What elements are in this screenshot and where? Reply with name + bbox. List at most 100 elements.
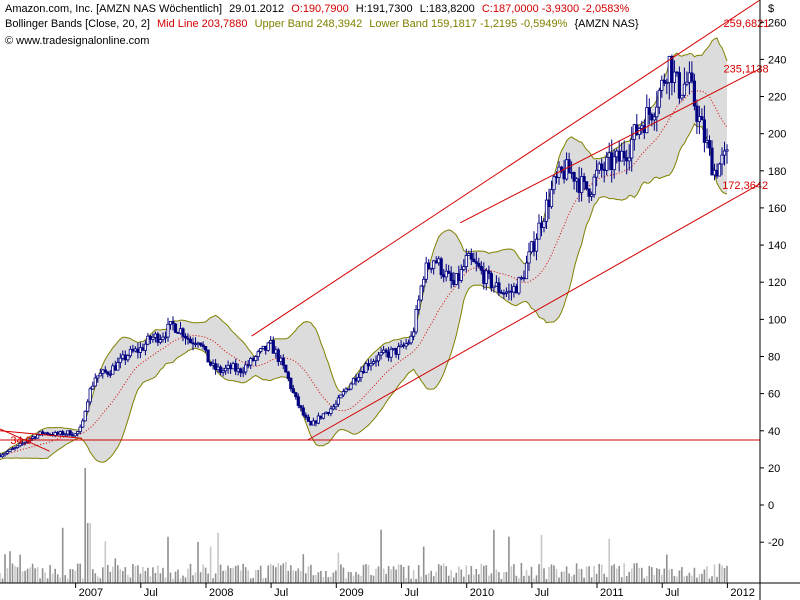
volume-bar <box>194 572 197 583</box>
volume-bar <box>641 567 643 583</box>
candle-body <box>590 194 594 197</box>
volume-bar <box>513 564 515 583</box>
x-tick-label: Jul <box>274 587 288 599</box>
header-watermark: © www.tradesignalonline.com <box>5 35 149 47</box>
volume-bar <box>31 563 34 583</box>
candle-body <box>161 336 165 341</box>
volume-bar <box>427 573 430 583</box>
candle-body <box>700 116 704 121</box>
candle-body <box>517 277 521 294</box>
candle-body <box>585 181 589 190</box>
candle-body <box>71 434 75 437</box>
candle-body <box>198 342 203 346</box>
candle-body <box>384 349 388 353</box>
header-mid-line: Mid Line 203,7880 <box>157 18 248 30</box>
candle-body <box>133 348 137 352</box>
volume-bar <box>292 570 295 583</box>
volume-bar <box>555 568 558 583</box>
volume-bar <box>653 575 656 583</box>
volume-bar <box>300 571 302 583</box>
level-label: 259,6821 <box>724 18 770 30</box>
volume-bar <box>89 523 91 583</box>
volume-bar <box>41 568 44 583</box>
volume-bar <box>99 578 102 583</box>
volume-bar <box>460 569 463 583</box>
candle-body <box>411 331 416 337</box>
volume-bar <box>458 566 460 583</box>
candle-body <box>309 420 313 426</box>
volume-bar <box>437 564 440 583</box>
candle-body <box>103 369 107 373</box>
volume-bar <box>442 563 445 583</box>
candle-body <box>432 260 436 269</box>
candle-body <box>191 342 195 345</box>
volume-bar <box>209 546 212 583</box>
volume-bar <box>646 575 648 583</box>
y-tick-label: 20 <box>768 463 780 475</box>
candle-body <box>712 169 717 176</box>
volume-bar <box>212 578 214 583</box>
candle-body <box>376 354 381 362</box>
candle-body <box>565 159 569 180</box>
candle-body <box>221 370 225 373</box>
header-instrument: Amazon.com, Inc. [AMZN NAS Wöchentlich] <box>5 3 222 15</box>
candle-body <box>331 406 336 410</box>
candle-body <box>176 331 180 334</box>
candle-body <box>454 273 458 285</box>
volume-bar <box>1 578 4 583</box>
candle-body <box>710 147 714 176</box>
volume-bar <box>6 568 9 583</box>
volume-bar <box>182 575 184 583</box>
candle-body <box>507 290 511 293</box>
candle-body <box>178 328 183 334</box>
candle-body <box>326 411 331 414</box>
candle-body <box>351 377 356 385</box>
candle-body <box>677 72 682 99</box>
volume-bar <box>44 572 46 583</box>
volume-bar <box>345 578 347 583</box>
candle-body <box>401 344 406 347</box>
header-symbol: {AMZN NAS} <box>575 18 640 30</box>
y-tick-label: 240 <box>768 54 786 66</box>
volume-bar <box>172 578 174 583</box>
volume-bar <box>54 568 56 583</box>
volume-bar <box>325 571 327 583</box>
candle-body <box>422 278 426 287</box>
volume-bar <box>648 565 651 583</box>
volume-bar <box>470 566 473 583</box>
volume-bar <box>701 573 703 583</box>
volume-bar <box>282 563 285 583</box>
candle-body <box>707 140 712 149</box>
candle-body <box>374 360 378 363</box>
candle-body <box>141 347 145 351</box>
volume-bar <box>114 558 117 583</box>
candle-body <box>121 354 125 359</box>
candle-body <box>123 354 127 361</box>
candle-body <box>552 176 556 191</box>
volume-bar <box>202 564 204 583</box>
volume-bar <box>149 576 152 583</box>
candle-body <box>226 364 230 369</box>
volume-bar <box>16 567 19 583</box>
candle-body <box>542 220 546 229</box>
candle-body <box>291 388 295 394</box>
volume-bar <box>290 565 292 583</box>
candle-body <box>364 363 368 374</box>
volume-bar <box>297 568 300 583</box>
candle-body <box>316 415 321 424</box>
volume-bar <box>144 570 147 583</box>
volume-bar <box>307 566 310 583</box>
volume-bar <box>453 577 455 583</box>
candle-body <box>522 277 526 280</box>
candle-body <box>620 150 624 162</box>
volume-bar <box>643 578 646 583</box>
header-line-1: Amazon.com, Inc. [AMZN NAS Wöchentlich] … <box>5 3 629 15</box>
candle-body <box>529 241 534 253</box>
volume-bar <box>400 564 402 583</box>
volume-bar <box>721 565 723 583</box>
candle-body <box>642 125 646 134</box>
candle-body <box>118 357 122 363</box>
volume-bar <box>61 527 64 583</box>
candle-body <box>527 251 531 264</box>
trend-lines: 259,6821 235,1138 172,3642 34,9 <box>0 0 770 452</box>
